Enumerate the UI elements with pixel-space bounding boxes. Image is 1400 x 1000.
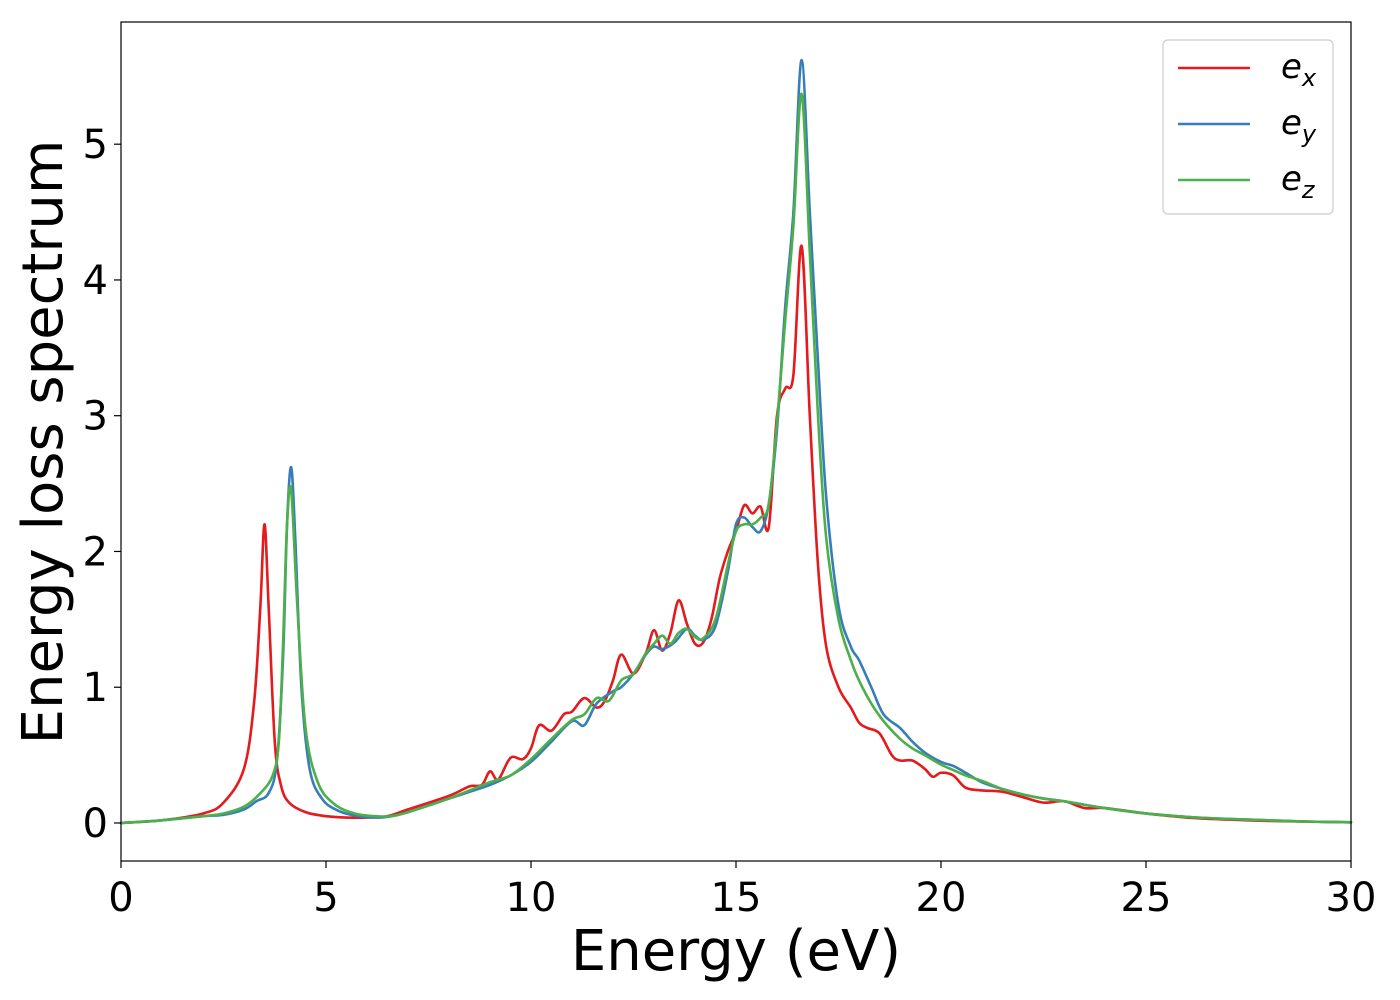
y-tick-label: 0	[83, 801, 108, 847]
x-tick-label: 20	[916, 875, 967, 921]
x-tick-label: 25	[1121, 875, 1172, 921]
x-tick-label: 5	[313, 875, 338, 921]
y-axis: 0 1 2 3 4 5	[83, 122, 121, 847]
x-axis: 0 5 10 15 20 25 30	[108, 861, 1376, 921]
x-tick-label: 15	[711, 875, 762, 921]
y-tick-label: 3	[83, 394, 108, 440]
legend-label-x: ex	[1281, 47, 1317, 92]
x-tick-label: 10	[506, 875, 557, 921]
x-tick-label: 0	[108, 875, 133, 921]
y-tick-label: 4	[83, 258, 108, 304]
y-axis-label: Energy loss spectrum	[11, 140, 76, 745]
y-tick-label: 2	[83, 529, 108, 575]
x-tick-label: 30	[1326, 875, 1377, 921]
y-tick-label: 5	[83, 122, 108, 168]
legend-label-z: ez	[1281, 159, 1316, 204]
x-axis-label: Energy (eV)	[571, 919, 901, 984]
series-layer	[119, 58, 1353, 825]
legend-box	[1162, 39, 1334, 215]
legend-label-y: ey	[1281, 103, 1317, 148]
y-tick-label: 1	[83, 665, 108, 711]
legend: ex ey ez	[1162, 39, 1334, 215]
series-line-x	[119, 244, 1353, 825]
series-line-z	[119, 92, 1353, 825]
